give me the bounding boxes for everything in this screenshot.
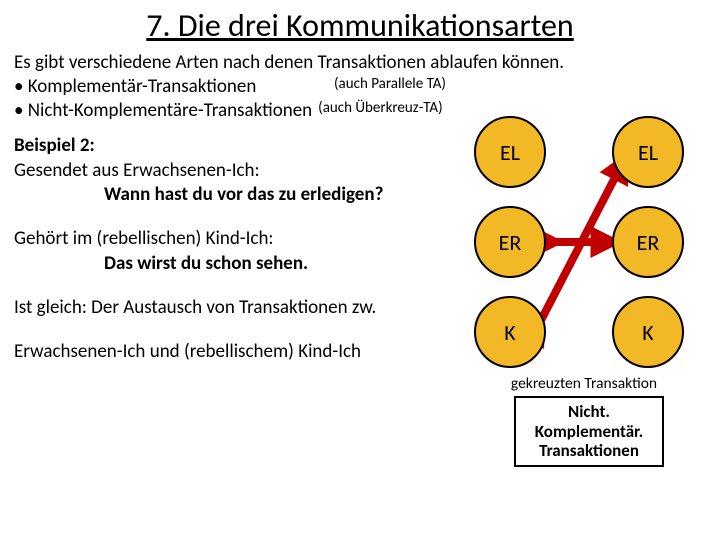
heard-line1: Gehört im (rebellischen) Kind-Ich: [14, 227, 444, 251]
heard-line2: Das wirst du schon sehen. [14, 252, 444, 276]
diagram: EL EL ER ER K K gekreuzten Transaktion N… [444, 134, 712, 494]
diagram-caption: gekreuzten Transaktion [484, 374, 684, 393]
bullet-1-detail: (auch Parallele TA) [334, 75, 446, 99]
example-head: Beispiel 2: [14, 134, 95, 157]
intro-text: Es gibt verschiedene Arten nach denen Tr… [14, 51, 706, 75]
example-line1: Gesendet aus Erwachsenen-Ich: [14, 159, 444, 183]
example-text: Beispiel 2: Gesendet aus Erwachsenen-Ich… [14, 134, 444, 494]
slide-title: 7. Die drei Kommunikationsarten [0, 0, 720, 47]
circle-k-left: K [474, 296, 546, 368]
diagram-box: Nicht.Komplementär.Transaktionen [514, 396, 664, 467]
circle-er-right: ER [612, 206, 684, 278]
circle-el-right: EL [612, 116, 684, 188]
example-line2: Wann hast du vor das zu erledigen? [14, 183, 444, 207]
circle-er-left: ER [474, 206, 546, 278]
bullet-2-detail: (auch Überkreuz-TA) [318, 99, 443, 123]
circle-el-left: EL [474, 116, 546, 188]
circle-k-right: K [612, 296, 684, 368]
last-line: Erwachsenen-Ich und (rebellischem) Kind-… [14, 340, 361, 363]
bullet-2: • Nicht-Komplementäre-Transaktionen [14, 99, 312, 123]
bullet-1: • Komplementär-Transaktionen [14, 75, 334, 99]
intro-block: Es gibt verschiedene Arten nach denen Tr… [0, 47, 720, 122]
equals-line: Ist gleich: Der Austausch von Transaktio… [14, 296, 376, 319]
